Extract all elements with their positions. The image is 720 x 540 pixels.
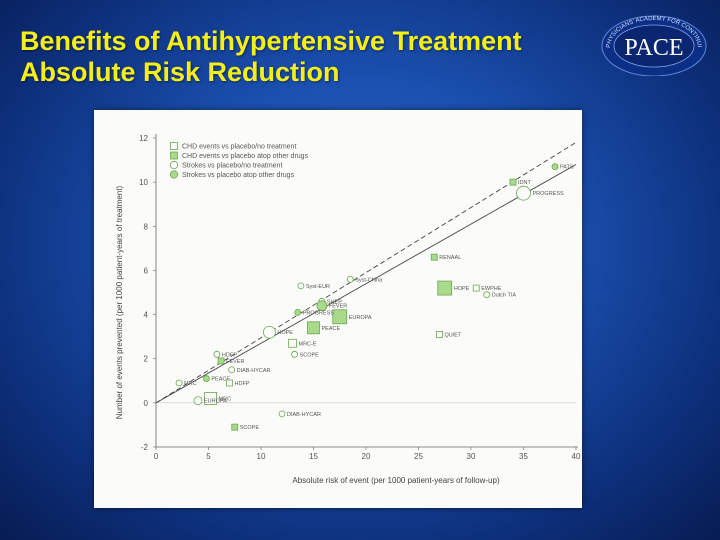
y-tick-label: 4 (144, 311, 149, 320)
data-point-square (307, 321, 320, 335)
y-tick-label: 8 (144, 222, 149, 231)
data-point-circle (294, 308, 302, 316)
data-point-label: SHEP (327, 299, 342, 305)
y-axis-label: Number of events prevented (per 1000 pat… (115, 185, 124, 419)
title-line-2: Absolute Risk Reduction (20, 57, 340, 87)
data-point-square (226, 379, 233, 387)
data-point-label: RENAAL (439, 255, 461, 261)
legend-marker-square (170, 151, 178, 160)
logo-text: PACE (624, 35, 683, 61)
regression-line-solid (155, 164, 577, 404)
legend-entry: CHD events vs placebo/no treatment (182, 144, 296, 151)
pace-logo-icon: PHYSICIANS' ACADEMY FOR CONTINUING EDUCA… (596, 6, 707, 77)
data-point-label: EUROPA (204, 399, 227, 405)
data-point-square (436, 331, 443, 338)
data-point-circle (213, 350, 221, 358)
y-tick-label: 0 (144, 399, 149, 408)
pace-logo: PHYSICIANS' ACADEMY FOR CONTINUING EDUCA… (596, 6, 710, 77)
data-point-label: SCOPE (300, 352, 320, 358)
data-point-square (231, 423, 239, 431)
data-point-label: HDFP (235, 381, 250, 387)
title-line-1: Benefits of Antihypertensive Treatment (20, 26, 522, 56)
data-point-circle (228, 366, 236, 374)
x-axis-label: Absolute risk of event (per 1000 patient… (292, 476, 500, 485)
regression-line-layer (155, 142, 577, 404)
data-point-label: SCOPE (240, 425, 260, 431)
data-point-label: PROGRESS (533, 191, 565, 197)
data-point-label: PEACE (211, 377, 230, 383)
x-tick-label: 10 (257, 452, 266, 461)
data-point-square (437, 280, 453, 296)
data-point-label: MRC (219, 396, 232, 402)
data-point-layer: PATSIDNTPROGRESSRENAALSyst-EURSyst-China… (175, 163, 574, 431)
data-point-square (332, 309, 348, 325)
data-point-label: PATS (560, 165, 574, 171)
data-point-circle (278, 410, 286, 418)
x-tick-label: 40 (572, 452, 581, 461)
data-point-circle (346, 275, 354, 283)
data-point-label: EWPHE (481, 286, 502, 292)
data-point-circle (291, 350, 299, 358)
y-tick-label: 6 (144, 266, 149, 275)
data-point-label: QUIET (445, 332, 462, 338)
chart-panel: 0 5 10 15 20 25 30 35 40 -2 0 2 4 6 8 10 12 PATS IDNT PROG… (94, 110, 582, 508)
data-point-square (472, 284, 480, 292)
x-tick-label: 5 (206, 452, 211, 461)
data-point-circle (203, 375, 210, 382)
x-tick-label: 0 (154, 452, 159, 461)
data-point-label: HDFP (222, 352, 237, 358)
y-tick-label: 10 (139, 178, 148, 187)
legend-entry: CHD events vs placebo atop other drugs (182, 153, 309, 160)
data-point-label: PEACE (322, 326, 341, 332)
legend-marker-circle (169, 170, 179, 179)
legend-marker-circle (169, 160, 179, 170)
data-point-label: PROGRESS (303, 310, 335, 316)
data-point-label: FEVER (226, 359, 244, 365)
y-tick-label: 12 (139, 134, 148, 143)
data-point-circle (483, 291, 491, 299)
x-tick-label: 15 (309, 452, 318, 461)
data-point-circle (551, 163, 559, 171)
data-point-label: Syst-China (355, 277, 383, 283)
legend-entry: Strokes vs placebo atop other drugs (182, 172, 295, 179)
slide-title: Benefits of Antihypertensive Treatment A… (20, 26, 522, 88)
data-point-square (430, 253, 438, 261)
legend: CHD events vs placebo/no treatment CHD ev… (169, 142, 309, 179)
data-point-label: IDNT (518, 180, 531, 186)
data-point-label: MRC (184, 381, 197, 387)
data-point-circle (175, 379, 183, 387)
tick-layer: 0 5 10 15 20 25 30 35 40 -2 0 2 4 6 8 10 12 (139, 134, 581, 461)
legend-marker-square (170, 142, 178, 150)
data-point-label: HOPE (277, 330, 293, 336)
data-point-circle (516, 185, 531, 201)
data-point-label: Dutch TIA (492, 293, 517, 299)
data-point-label: EUROPA (349, 315, 372, 321)
y-tick-label: 2 (144, 355, 149, 364)
x-tick-label: 30 (467, 452, 476, 461)
data-point-square (509, 178, 517, 186)
data-point-label: HOPE (454, 286, 470, 292)
data-point-label: MRC-E (299, 341, 317, 347)
data-point-circle (193, 396, 203, 406)
data-point-circle (262, 325, 276, 339)
x-tick-label: 35 (519, 452, 528, 461)
data-point-label: Syst-EUR (306, 284, 330, 290)
data-point-square (288, 338, 297, 348)
data-point-label: FEVER (329, 304, 347, 310)
x-tick-label: 25 (414, 452, 423, 461)
data-point-square (217, 357, 225, 365)
data-point-circle (316, 300, 328, 312)
data-point-label: DIAB-HYCAR (237, 368, 271, 374)
data-point-square (204, 392, 217, 405)
x-tick-label: 20 (362, 452, 371, 461)
y-tick-label: -2 (141, 443, 149, 452)
legend-entry: Strokes vs placebo/no treatment (182, 163, 282, 170)
data-point-label: DIAB-HYCAR (287, 412, 321, 418)
data-point-circle (297, 282, 305, 290)
regression-line-dashed (155, 142, 577, 404)
